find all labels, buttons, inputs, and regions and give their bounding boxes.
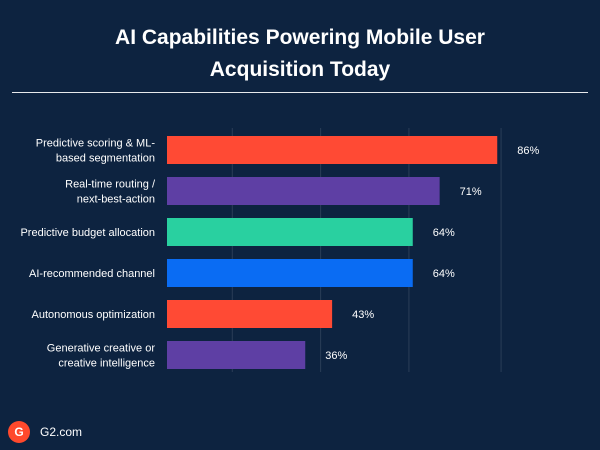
chart-title-line-1: AI Capabilities Powering Mobile User bbox=[115, 26, 485, 49]
chart-title-line-2: Acquisition Today bbox=[209, 58, 391, 81]
value-label-5: 36% bbox=[325, 350, 347, 362]
value-label-4: 43% bbox=[352, 309, 374, 321]
source-label: G2.com bbox=[40, 425, 83, 439]
category-label-3: AI-recommended channel bbox=[29, 268, 155, 280]
value-label-2: 64% bbox=[433, 227, 455, 239]
bar-4 bbox=[167, 300, 333, 328]
bar-2 bbox=[167, 218, 413, 246]
value-label-0: 86% bbox=[517, 145, 539, 157]
bar-3 bbox=[167, 259, 413, 287]
bar-5 bbox=[167, 341, 306, 369]
category-label-0: Predictive scoring & ML-based segmentati… bbox=[36, 138, 156, 165]
footer: G G2.com bbox=[8, 420, 82, 444]
value-label-3: 64% bbox=[433, 268, 455, 280]
title-divider bbox=[12, 92, 588, 93]
category-label-5: Generative creative or creative intellige… bbox=[47, 343, 156, 370]
bar-0 bbox=[167, 136, 498, 164]
category-label-2: Predictive budget allocation bbox=[20, 227, 155, 239]
category-label-1: Real-time routing / next-best-action bbox=[65, 179, 156, 206]
bar-1 bbox=[167, 177, 440, 205]
value-label-1: 71% bbox=[460, 186, 482, 198]
category-label-4: Autonomous optimization bbox=[31, 309, 155, 321]
chart-title: AI Capabilities Powering Mobile User Acq… bbox=[0, 22, 600, 86]
g2-logo-icon: G bbox=[8, 421, 30, 443]
